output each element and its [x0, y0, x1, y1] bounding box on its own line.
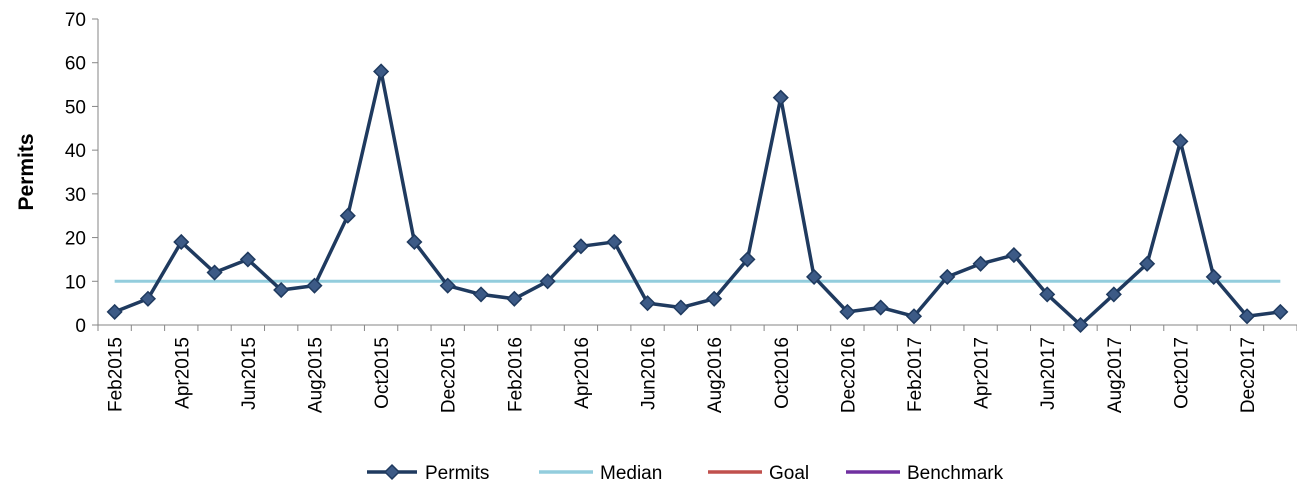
data-point	[772, 89, 789, 106]
x-tick-label: Apr2017	[972, 337, 993, 409]
data-point	[1172, 133, 1189, 150]
data-point	[106, 303, 123, 320]
y-tick-label: 30	[65, 185, 86, 206]
data-point	[1005, 246, 1022, 264]
y-tick-label: 20	[65, 229, 86, 250]
y-tick-label: 60	[65, 54, 86, 75]
data-point	[1139, 255, 1156, 272]
data-point	[672, 299, 689, 316]
x-tick-label: Apr2016	[572, 337, 593, 409]
data-point	[839, 303, 856, 320]
x-tick-label: Feb2017	[905, 337, 926, 412]
y-tick-label: 0	[75, 316, 86, 337]
data-point	[1105, 286, 1122, 303]
data-point	[539, 273, 556, 290]
x-tick-label: Oct2016	[772, 337, 793, 409]
data-point	[872, 299, 889, 316]
x-tick-label: Jun2016	[639, 337, 660, 410]
series-line-permits	[114, 69, 1281, 327]
data-point	[139, 290, 157, 307]
data-point	[1039, 286, 1056, 303]
y-tick-label: 40	[65, 141, 86, 162]
y-tick-label: 10	[65, 272, 86, 293]
x-tick-label: Jun2015	[239, 337, 260, 410]
data-point	[173, 233, 190, 251]
data-point	[905, 308, 923, 325]
data-point	[273, 281, 290, 299]
data-point	[972, 255, 989, 272]
data-point	[472, 286, 490, 303]
data-point	[373, 63, 390, 80]
data-point	[606, 233, 623, 251]
data-point	[439, 277, 456, 294]
data-point	[1238, 308, 1256, 325]
legend-label-permits: Permits	[425, 463, 489, 484]
x-tick-label: Aug2016	[705, 337, 726, 413]
data-point	[339, 207, 356, 224]
data-point	[639, 295, 656, 312]
data-point	[572, 238, 589, 255]
y-tick-label: 50	[65, 97, 86, 118]
x-tick-label: Apr2015	[172, 337, 193, 409]
legend-label-benchmark: Benchmark	[907, 463, 1004, 484]
x-tick-label: Oct2015	[372, 337, 393, 409]
data-point	[706, 290, 723, 307]
legend-marker-permits	[383, 463, 401, 481]
x-tick-label: Dec2016	[838, 337, 859, 413]
x-tick-label: Aug2017	[1105, 337, 1126, 413]
x-tick-label: Feb2015	[106, 337, 127, 412]
data-point	[939, 268, 956, 285]
data-point	[306, 277, 323, 294]
legend-label-goal: Goal	[769, 463, 809, 484]
data-point	[239, 251, 256, 268]
data-point	[1072, 316, 1089, 334]
y-axis-title: Permits	[15, 133, 38, 210]
legend-label-median: Median	[600, 463, 662, 484]
data-point	[1205, 268, 1222, 285]
x-tick-label: Oct2017	[1171, 337, 1192, 409]
data-point	[806, 268, 823, 285]
data-point	[1272, 303, 1289, 320]
x-tick-label: Dec2017	[1238, 337, 1259, 413]
x-tick-label: Dec2015	[439, 337, 460, 413]
x-tick-label: Feb2016	[505, 337, 526, 412]
data-point	[506, 290, 523, 307]
data-point	[739, 251, 756, 268]
x-tick-label: Jun2017	[1038, 337, 1059, 410]
x-tick-label: Aug2015	[305, 337, 326, 413]
y-tick-label: 70	[65, 10, 86, 31]
data-point	[406, 233, 423, 251]
data-point	[206, 264, 223, 281]
